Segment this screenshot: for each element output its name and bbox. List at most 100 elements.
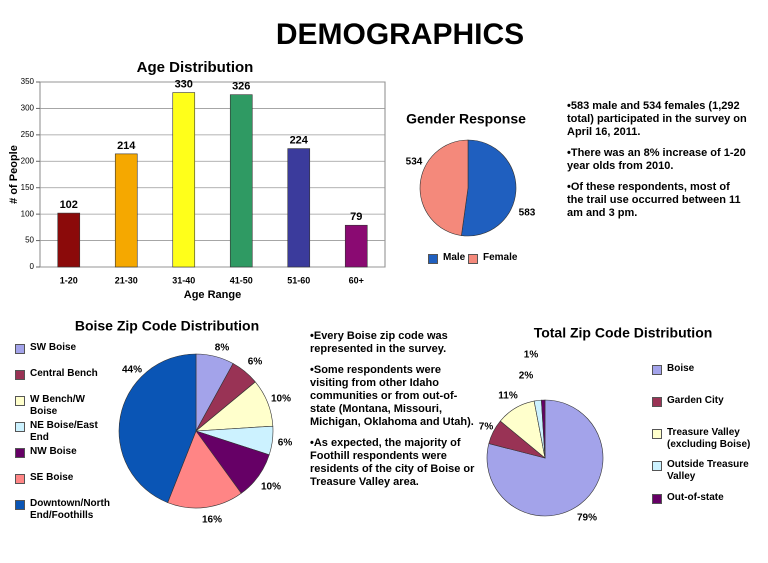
slice-label: 1%	[524, 350, 539, 361]
slice-label: 16%	[202, 515, 222, 526]
note: •583 male and 534 females (1,292 total) …	[567, 100, 747, 138]
x-axis-label: Age Range	[184, 289, 241, 301]
slice-label: 534	[406, 157, 423, 168]
legend-label: Garden City	[667, 395, 724, 406]
slice-label: 11%	[498, 391, 518, 402]
legend-swatch	[15, 396, 25, 406]
zip-notes: •Every Boise zip code was represented in…	[310, 330, 480, 497]
bar	[344, 224, 368, 268]
value-label: 102	[60, 199, 78, 211]
legend-label: Female	[483, 252, 518, 263]
pie-slice	[118, 353, 197, 503]
legend-item: Treasure Valley (excluding Boise)	[652, 427, 752, 451]
value-label: 326	[232, 81, 250, 93]
chart-title: Age Distribution	[137, 59, 254, 76]
slice-label: 583	[519, 208, 536, 219]
pie-slice	[461, 139, 517, 237]
legend-swatch	[15, 448, 25, 458]
legend-swatch	[15, 370, 25, 380]
legend-item: Outside Treasure Valley	[652, 459, 752, 483]
legend-item: Female	[468, 252, 517, 264]
y-axis-label: # of People	[8, 145, 20, 204]
pie-slice	[419, 139, 469, 236]
note: •As expected, the majority of Foothill r…	[310, 437, 475, 488]
legend-label: Downtown/North End/Foothills	[30, 498, 110, 521]
legend-item: NE Boise/East End	[15, 420, 110, 444]
legend-swatch	[652, 461, 662, 471]
legend-swatch	[652, 429, 662, 439]
legend-item: Out-of-state	[652, 492, 752, 504]
gender-notes: •583 male and 534 females (1,292 total) …	[567, 100, 747, 228]
y-tick-label: 200	[21, 156, 35, 165]
legend-label: Male	[443, 252, 466, 263]
chart-title: Gender Response	[406, 111, 526, 127]
slice-label: 10%	[261, 482, 281, 493]
legend-item: Garden City	[652, 395, 752, 407]
legend-swatch	[15, 474, 25, 484]
chart-title: Total Zip Code Distribution	[534, 325, 713, 341]
value-label: 79	[350, 211, 362, 223]
y-tick-label: 300	[21, 104, 35, 113]
slide-title: DEMOGRAPHICS	[276, 18, 524, 51]
bar	[172, 92, 196, 268]
legend-label: Central Bench	[30, 368, 98, 379]
legend-swatch	[652, 494, 662, 504]
value-label: 330	[175, 78, 193, 90]
value-label: 214	[117, 140, 136, 152]
y-tick-label: 350	[21, 77, 35, 86]
legend-label: SE Boise	[30, 472, 74, 483]
value-label: 224	[290, 135, 309, 147]
slice-label: 8%	[215, 343, 230, 354]
slice-label: 79%	[577, 513, 597, 524]
bar	[114, 153, 138, 268]
legend-swatch	[428, 254, 438, 264]
slice-label: 7%	[479, 422, 494, 433]
y-tick-label: 250	[21, 130, 35, 139]
legend-label: SW Boise	[30, 342, 77, 353]
note: •Some respondents were visiting from oth…	[310, 364, 474, 428]
legend-swatch	[652, 365, 662, 375]
note: •There was an 8% increase of 1-20 year o…	[567, 147, 746, 172]
legend-item: Boise	[652, 363, 752, 375]
x-tick-label: 51-60	[287, 275, 310, 285]
slice-label: 44%	[122, 365, 142, 376]
x-tick-label: 1-20	[60, 275, 78, 285]
bar	[57, 212, 81, 268]
x-tick-label: 21-30	[115, 275, 138, 285]
legend-swatch	[468, 254, 478, 264]
legend-item: W Bench/W Boise	[15, 394, 110, 418]
y-tick-label: 150	[21, 183, 35, 192]
bar	[287, 148, 311, 268]
legend-label: NE Boise/East End	[30, 420, 98, 443]
chart-title: Boise Zip Code Distribution	[75, 318, 259, 334]
note: •Every Boise zip code was represented in…	[310, 330, 448, 355]
bar	[229, 94, 253, 268]
legend-item: NW Boise	[15, 446, 110, 458]
x-tick-label: 60+	[349, 275, 364, 285]
y-tick-label: 100	[21, 209, 35, 218]
legend-label: Boise	[667, 363, 695, 374]
legend-item: Downtown/North End/Foothills	[15, 498, 110, 522]
legend-item: Central Bench	[15, 368, 110, 380]
legend-item: SW Boise	[15, 342, 110, 354]
legend-swatch	[15, 500, 25, 510]
slice-label: 6%	[248, 357, 263, 368]
pie-slice	[167, 430, 242, 509]
slice-label: 6%	[278, 438, 293, 449]
legend-label: NW Boise	[30, 446, 77, 457]
legend-item: SE Boise	[15, 472, 110, 484]
legend-label: Out-of-state	[667, 492, 724, 503]
legend-swatch	[15, 422, 25, 432]
legend-label: W Bench/W Boise	[30, 394, 85, 417]
legend-item: Male	[428, 252, 465, 264]
y-tick-label: 0	[30, 262, 35, 271]
y-tick-label: 50	[25, 236, 34, 245]
plot-area	[39, 81, 386, 268]
x-tick-label: 31-40	[172, 275, 195, 285]
legend-label: Outside Treasure Valley	[667, 459, 749, 482]
legend-swatch	[15, 344, 25, 354]
note: •Of these respondents, most of the trail…	[567, 181, 741, 219]
legend-label: Treasure Valley (excluding Boise)	[667, 427, 751, 450]
